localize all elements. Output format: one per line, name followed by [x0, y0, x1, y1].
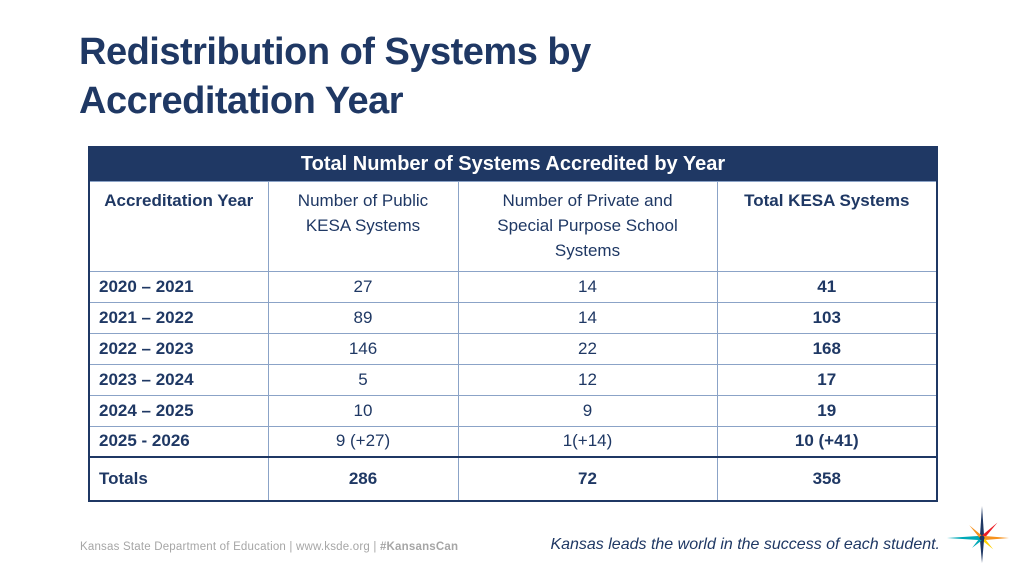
column-header-private-special: Number of Private and Special Purpose Sc… — [457, 180, 718, 272]
cell-year: 2020 – 2021 — [88, 270, 269, 303]
cell-total: 19 — [716, 394, 938, 427]
cell-year: 2021 – 2022 — [88, 301, 269, 334]
cell-public: 9 (+27) — [267, 425, 459, 458]
cell-private: 14 — [457, 301, 718, 334]
cell-public: 89 — [267, 301, 459, 334]
cell-total: 168 — [716, 332, 938, 365]
cell-total: 10 (+41) — [716, 425, 938, 458]
cell-year: 2024 – 2025 — [88, 394, 269, 427]
cell-private: 9 — [457, 394, 718, 427]
kansans-can-starburst-icon — [947, 506, 1009, 563]
totals-private: 72 — [457, 456, 718, 502]
table-row: 2024 – 2025 10 9 19 — [88, 394, 938, 427]
cell-private: 22 — [457, 332, 718, 365]
cell-private: 12 — [457, 363, 718, 396]
table-row: 2023 – 2024 5 12 17 — [88, 363, 938, 396]
footer-hashtag: #KansansCan — [379, 541, 459, 553]
cell-private: 14 — [457, 270, 718, 303]
table-row: 2025 - 2026 9 (+27) 1(+14) 10 (+41) — [88, 425, 938, 458]
accreditation-table: Total Number of Systems Accredited by Ye… — [88, 146, 939, 502]
cell-total: 103 — [716, 301, 938, 334]
cell-public: 146 — [267, 332, 459, 365]
cell-public: 5 — [267, 363, 459, 396]
footer-attribution: Kansas State Department of Education | w… — [80, 541, 458, 553]
cell-public: 10 — [267, 394, 459, 427]
page-title: Redistribution of Systems by Accreditati… — [79, 28, 839, 126]
cell-public: 27 — [267, 270, 459, 303]
page-title-line2: Accreditation Year — [79, 80, 404, 122]
cell-private: 1(+14) — [457, 425, 718, 458]
column-header-accreditation-year: Accreditation Year — [88, 180, 269, 272]
page-title-line1: Redistribution of Systems by — [79, 31, 591, 73]
table-title-row: Total Number of Systems Accredited by Ye… — [88, 146, 938, 182]
table-row: 2022 – 2023 146 22 168 — [88, 332, 938, 365]
cell-year: 2022 – 2023 — [88, 332, 269, 365]
column-header-public-kesa: Number of Public KESA Systems — [267, 180, 459, 272]
footer-tagline: Kansas leads the world in the success of… — [550, 536, 940, 553]
table-header-row: Accreditation Year Number of Public KESA… — [88, 180, 938, 272]
column-header-total-kesa: Total KESA Systems — [716, 180, 938, 272]
totals-row: Totals 286 72 358 — [88, 456, 938, 502]
cell-year: 2025 - 2026 — [88, 425, 269, 458]
table-row: 2020 – 2021 27 14 41 — [88, 270, 938, 303]
table-row: 2021 – 2022 89 14 103 — [88, 301, 938, 334]
footer-attribution-text: Kansas State Department of Education | w… — [80, 541, 380, 553]
cell-year: 2023 – 2024 — [88, 363, 269, 396]
table-title: Total Number of Systems Accredited by Ye… — [88, 146, 938, 182]
cell-total: 17 — [716, 363, 938, 396]
cell-total: 41 — [716, 270, 938, 303]
totals-public: 286 — [267, 456, 459, 502]
totals-total: 358 — [716, 456, 938, 502]
totals-label: Totals — [88, 456, 269, 502]
